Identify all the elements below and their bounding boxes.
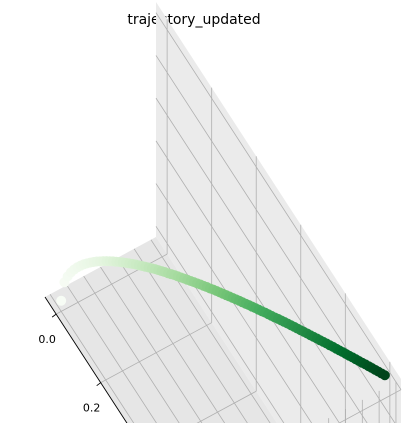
chart-title: trajectory_updated [127,12,260,28]
grid-y-floor [49,294,135,423]
grid-y-floor [116,257,226,423]
grid-z-wall-y [155,140,340,423]
grid-y-floor [150,239,271,423]
x-tick-label: 0.2 [83,402,101,415]
grid-z-wall-y [155,226,285,423]
grid-y-floor [66,284,157,423]
grid-y-floor [133,248,248,423]
tick-labels: 0.00.20.40.60.81.00.00.51.01.52.02.53.00… [38,333,101,415]
x-tick-label: 0.0 [38,333,56,346]
grid-y-floor [83,275,180,423]
trajectory-points [56,256,390,381]
grid-y-floor [100,266,203,423]
grid-z-wall-y [155,12,402,390]
grid-z-wall-y [155,183,313,423]
x-tick-mark [51,313,57,318]
pane-floor [45,237,277,423]
grid-lines [49,12,402,423]
grid-z-wall-y [155,55,396,423]
grid-z-wall-x [338,389,402,423]
grid-z-wall-y [155,97,368,423]
axis-lines [44,296,128,423]
trajectory-point [56,295,67,306]
trajectory-point [379,370,390,381]
x-tick-mark [96,382,101,387]
x-axis-line [44,296,128,423]
